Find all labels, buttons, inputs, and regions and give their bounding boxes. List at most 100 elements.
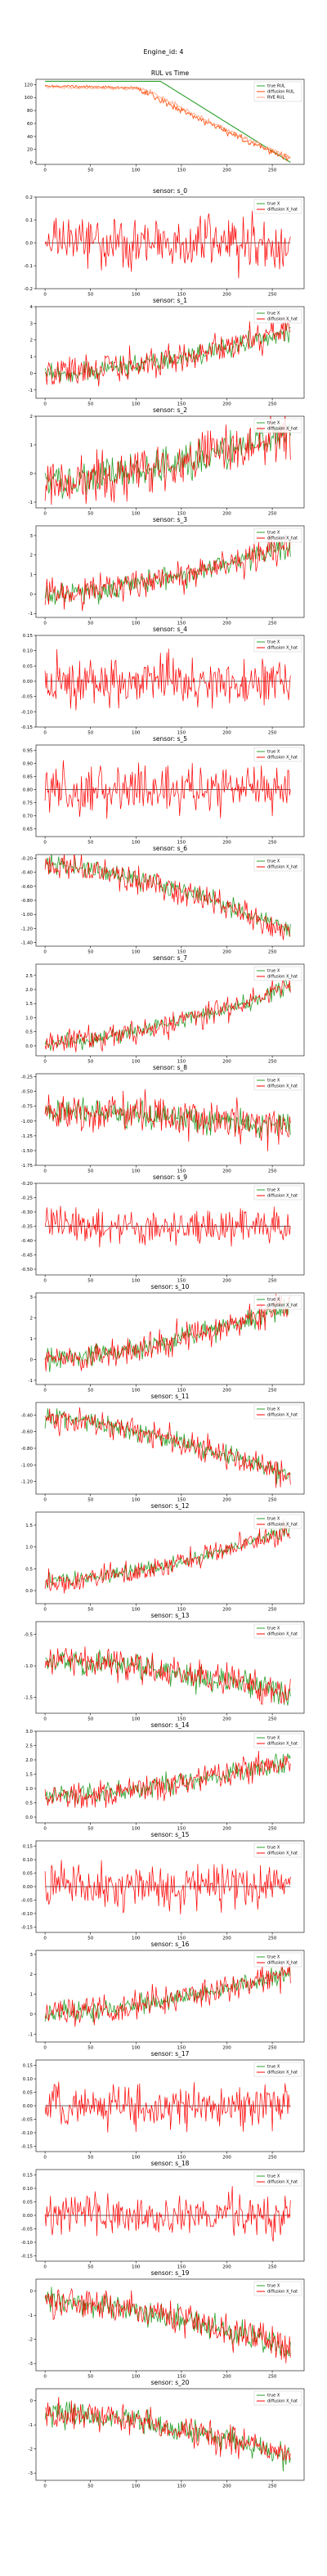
legend-box xyxy=(253,856,302,872)
y-tick-label: 0.5 xyxy=(25,1030,33,1035)
series-group xyxy=(44,210,291,279)
legend-label: true X xyxy=(267,1407,280,1412)
axes-frame xyxy=(35,525,305,618)
subplot-title: sensor: s_3 xyxy=(153,516,187,523)
subplot-18: sensor: s_17 0 50 100 150 200 250 -0.15 -0.10 -0.… xyxy=(21,2050,305,2161)
legend-label: true X xyxy=(267,312,280,316)
series-line-diffusion-x-hat xyxy=(44,2397,291,2462)
x-tick-label: 150 xyxy=(177,512,186,517)
x-tick-label: 150 xyxy=(177,2484,186,2489)
y-tick-label: 1.0 xyxy=(25,1546,33,1551)
y-tick-label: -1.20 xyxy=(21,927,34,931)
axes-frame xyxy=(35,79,305,165)
y-tick-label: 0.00 xyxy=(23,2214,34,2219)
x-tick-label: 50 xyxy=(87,293,93,298)
series-group xyxy=(44,855,291,940)
legend-box xyxy=(253,1295,302,1310)
series-line-diffusion-x-hat xyxy=(44,1751,291,1809)
y-tick-label: -0.05 xyxy=(21,2117,34,2122)
y-tick-label: 2 xyxy=(30,554,34,559)
x-tick-label: 50 xyxy=(87,1608,93,1613)
legend-label: diffusion X_hat xyxy=(267,1413,298,1418)
series-group xyxy=(44,2081,291,2133)
series-line-diffusion-x-hat xyxy=(44,1294,291,1371)
series-line-true-rul xyxy=(45,80,291,164)
legend-box xyxy=(253,2390,302,2406)
x-tick-label: 100 xyxy=(132,622,141,626)
legend-label: diffusion X_hat xyxy=(267,1194,298,1199)
x-tick-label: 200 xyxy=(222,2375,231,2380)
x-tick-label: 200 xyxy=(222,1827,231,1832)
y-tick-label: -0.15 xyxy=(21,1925,34,1930)
x-tick-label: 100 xyxy=(132,950,141,955)
subplot-11: sensor: s_10 0 50 100 150 200 250 -1 0 1 2 3 true Xd… xyxy=(29,1283,305,1393)
y-tick-label: 1 xyxy=(30,443,34,448)
x-tick-label: 0 xyxy=(43,731,47,736)
series-group xyxy=(44,416,291,505)
legend-label: diffusion RUL xyxy=(267,90,294,95)
axes-frame xyxy=(35,306,305,399)
y-tick-label: 2.0 xyxy=(25,988,33,993)
y-tick-label: 0.15 xyxy=(23,2174,34,2179)
x-tick-label: 150 xyxy=(177,1060,186,1065)
x-tick-label: 250 xyxy=(268,168,277,173)
axes-frame xyxy=(35,415,305,509)
subplot-12: sensor: s_11 0 50 100 150 200 250 -1.20 -1.00 -0.… xyxy=(21,1393,305,1503)
series-group xyxy=(44,316,291,387)
legend-box xyxy=(253,1404,302,1420)
x-tick-label: 200 xyxy=(222,293,231,298)
y-tick-label: 3 xyxy=(30,1953,34,1958)
x-tick-label: 200 xyxy=(222,1169,231,1174)
subplot-4: sensor: s_3 0 50 100 150 200 250 -1 0 1 2 3 true Xdi… xyxy=(29,516,305,626)
x-tick-label: 0 xyxy=(43,950,47,955)
series-line-true-x xyxy=(44,1408,291,1484)
y-tick-label: 1 xyxy=(30,1337,34,1342)
y-tick-label: 3 xyxy=(30,1295,34,1300)
x-tick-label: 200 xyxy=(222,1060,231,1065)
y-tick-label: 1.5 xyxy=(25,1773,33,1778)
y-tick-label: -0.10 xyxy=(21,2241,34,2246)
x-tick-label: 0 xyxy=(43,1279,47,1284)
subplot-1: sensor: s_0 0 50 100 150 200 250 -0.2 -0.1 0.0 0.1… xyxy=(24,187,305,298)
x-tick-label: 100 xyxy=(132,1279,141,1284)
y-tick-label: 0.05 xyxy=(23,2201,34,2206)
y-tick-label: -0.05 xyxy=(21,2227,34,2232)
y-tick-label: 0.15 xyxy=(23,634,34,639)
y-tick-label: 1.0 xyxy=(25,1787,33,1792)
subplot-15: sensor: s_14 0 50 100 150 200 250 0.0 0.5 1.0 1.5 2… xyxy=(25,1721,305,1832)
y-tick-label: -0.05 xyxy=(21,1898,34,1903)
y-tick-label: 0 xyxy=(30,472,34,477)
y-tick-label: -1 xyxy=(29,2423,33,2428)
subplot-19: sensor: s_18 0 50 100 150 200 250 -0.15 -0.10 -0.… xyxy=(21,2160,305,2270)
y-tick-label: -1 xyxy=(29,1379,33,1384)
x-tick-label: 50 xyxy=(87,1169,93,1174)
y-tick-label: 0.0 xyxy=(25,241,33,246)
legend-box xyxy=(253,1733,302,1748)
x-tick-label: 50 xyxy=(87,1827,93,1832)
y-tick-label: -0.60 xyxy=(21,885,34,890)
x-tick-label: 50 xyxy=(87,1279,93,1284)
x-tick-label: 250 xyxy=(268,402,277,407)
subplot-title: sensor: s_13 xyxy=(151,1612,190,1619)
series-line-true-x xyxy=(44,324,291,382)
x-tick-label: 250 xyxy=(268,1936,277,1941)
y-tick-label: -1.25 xyxy=(21,1134,34,1139)
subplot-2: sensor: s_1 0 50 100 150 200 250 -1 0 1 2 3 4 true Xd… xyxy=(29,297,305,407)
legend-box xyxy=(253,418,302,433)
x-tick-label: 200 xyxy=(222,2265,231,2270)
subplot-title: sensor: s_4 xyxy=(153,626,187,633)
x-tick-label: 250 xyxy=(268,2046,277,2051)
x-tick-label: 100 xyxy=(132,1936,141,1941)
x-tick-label: 0 xyxy=(43,2484,47,2489)
subplot-8: sensor: s_7 0 50 100 150 200 250 0.0 0.5 1.0 1.5 2.… xyxy=(25,954,305,1065)
x-tick-label: 100 xyxy=(132,1608,141,1613)
series-line-diffusion-x-hat xyxy=(44,210,291,279)
y-tick-label: -1.40 xyxy=(21,941,34,946)
